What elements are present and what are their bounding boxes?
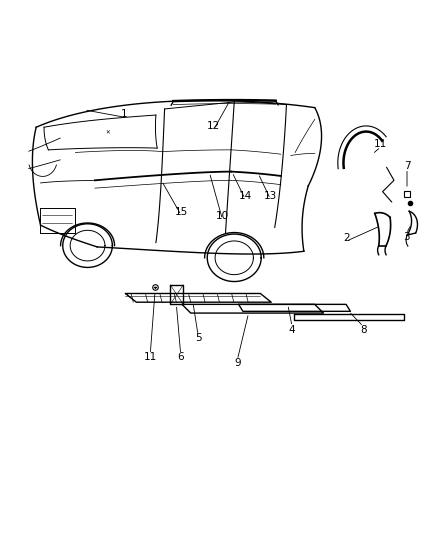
Text: 1: 1 — [121, 109, 128, 119]
Text: ✕: ✕ — [106, 130, 110, 135]
Text: 15: 15 — [174, 207, 188, 217]
Text: 2: 2 — [343, 233, 350, 243]
Text: 14: 14 — [238, 191, 252, 201]
Text: 3: 3 — [403, 232, 410, 242]
Text: 13: 13 — [264, 191, 277, 201]
Text: 9: 9 — [234, 358, 240, 368]
Text: 5: 5 — [195, 333, 201, 343]
Text: 4: 4 — [289, 325, 295, 335]
Text: 12: 12 — [207, 122, 220, 131]
Text: 11: 11 — [374, 139, 388, 149]
Text: 10: 10 — [216, 212, 229, 221]
Text: 11: 11 — [144, 352, 157, 362]
Text: 8: 8 — [360, 325, 367, 335]
Text: 6: 6 — [177, 352, 184, 362]
Text: 7: 7 — [404, 160, 410, 171]
